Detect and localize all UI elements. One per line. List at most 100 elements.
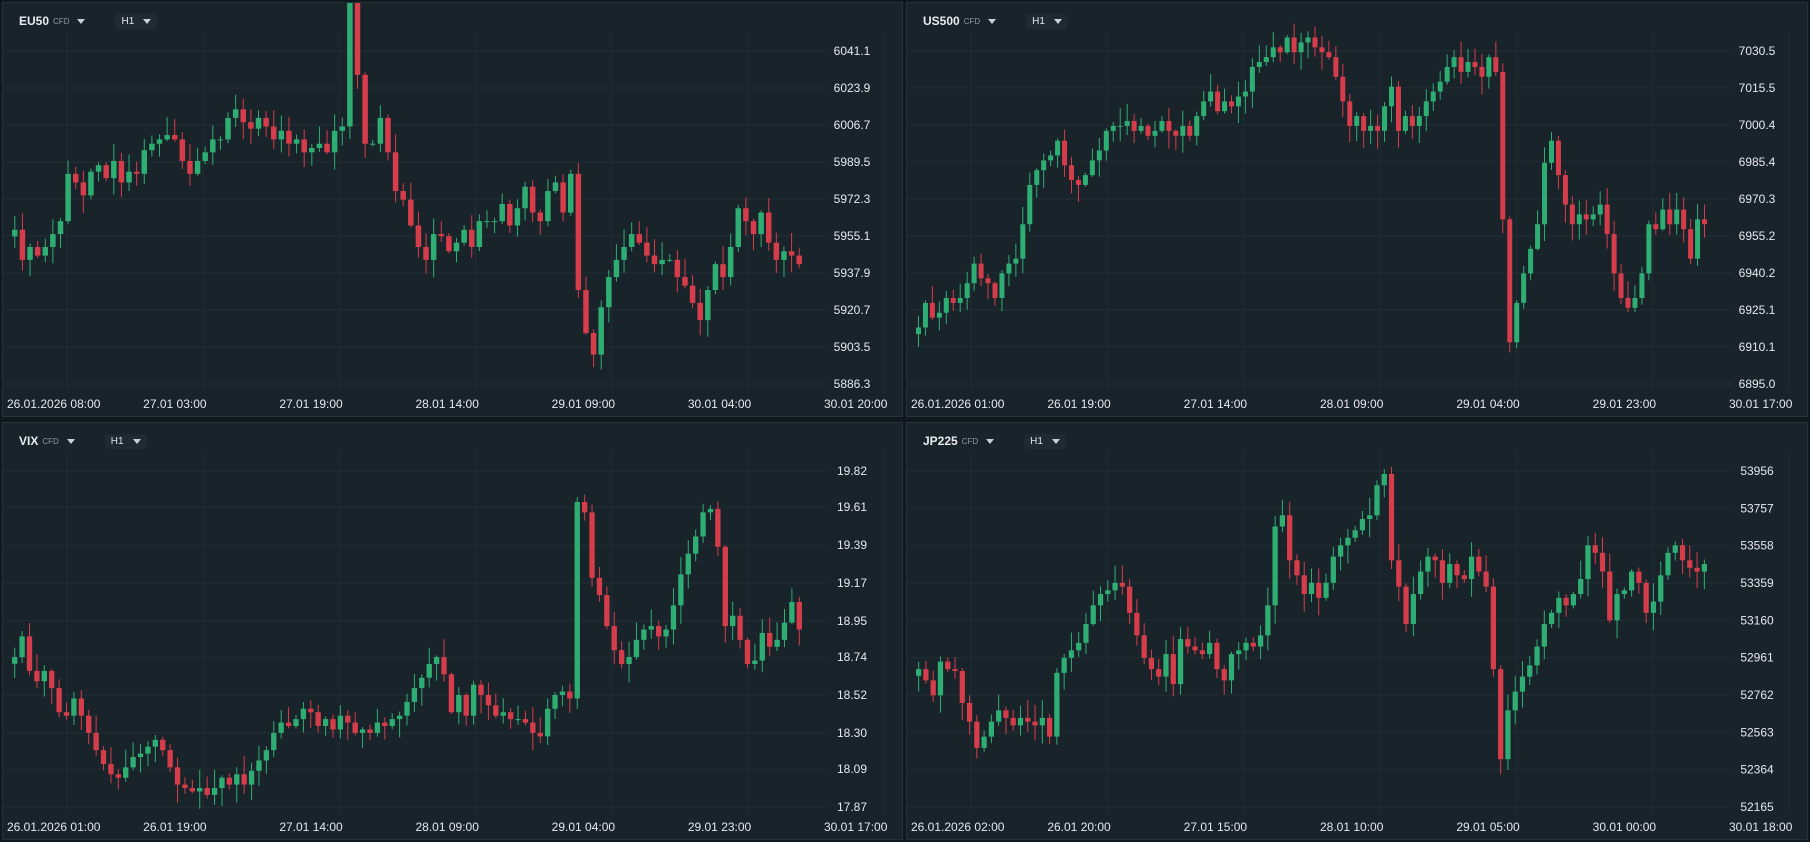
candle	[78, 690, 84, 730]
candle-body	[130, 757, 136, 768]
timeframe-selector[interactable]: H1	[115, 13, 158, 29]
symbol-dropdown-icon[interactable]	[986, 438, 995, 444]
symbol-dropdown-icon[interactable]	[77, 18, 86, 24]
candle-body	[1382, 106, 1388, 131]
candle	[1298, 32, 1304, 70]
candle	[922, 300, 928, 336]
candle-body	[1103, 130, 1109, 151]
candle	[446, 233, 452, 254]
candle-body	[1381, 474, 1387, 486]
symbol-label: US500	[923, 14, 960, 28]
y-tick-label: 19.17	[837, 576, 867, 590]
candle	[1375, 114, 1381, 149]
candlestick-chart[interactable]: 53956 53757 53558 53359 53160 52961 52762 52563…	[907, 423, 1808, 840]
candle	[1614, 588, 1620, 639]
candle	[115, 769, 121, 790]
candle-body	[1702, 219, 1708, 225]
candle-body	[641, 629, 647, 640]
candle-body	[1110, 125, 1116, 131]
candle	[923, 660, 929, 684]
candle-body	[730, 615, 736, 627]
candle	[1308, 568, 1315, 603]
candle-body	[78, 698, 84, 716]
candle	[697, 288, 703, 336]
chart-panel-vix[interactable]: 19.82 19.61 19.39 19.17 18.95 18.74 18.52 18.30…	[2, 422, 903, 840]
candle-body	[255, 117, 262, 129]
candle	[1583, 199, 1589, 235]
candle	[108, 747, 114, 784]
candle-body	[964, 283, 970, 298]
candle	[1075, 176, 1081, 203]
chart-panel-jp225[interactable]: 53956 53757 53558 53359 53160 52961 52762 52563…	[906, 422, 1808, 840]
candle	[1679, 538, 1686, 574]
candle	[65, 160, 71, 224]
x-tick-label: 29.01 23:00	[688, 820, 752, 834]
candle	[752, 643, 758, 670]
candle	[1089, 148, 1095, 177]
candle-body	[1201, 101, 1207, 117]
x-tick-label: 28.01 09:00	[416, 820, 480, 834]
candle	[1337, 537, 1344, 571]
candle-body	[1010, 717, 1016, 726]
y-tick-label: 19.61	[837, 500, 867, 514]
candle-body	[1082, 175, 1088, 185]
candlestick-chart[interactable]: 6041.1 6023.9 6006.7 5989.5 5972.3 5955.1 5937…	[3, 3, 903, 417]
timeframe-selector[interactable]: H1	[1024, 433, 1066, 449]
candle	[441, 639, 447, 682]
candle	[1423, 89, 1429, 132]
candle	[964, 271, 970, 310]
candlestick-chart[interactable]: 19.82 19.61 19.39 19.17 18.95 18.74 18.52 18.30…	[3, 423, 903, 840]
candle	[581, 494, 588, 521]
candle-body	[331, 130, 338, 153]
x-tick-label: 27.01 14:00	[279, 820, 343, 834]
y-tick-label: 52762	[1740, 688, 1774, 702]
symbol-dropdown-icon[interactable]	[66, 438, 75, 444]
candle-body	[1032, 721, 1038, 726]
candle-body	[34, 246, 41, 256]
candle-body	[278, 130, 285, 140]
candle-body	[1374, 485, 1380, 516]
candle-body	[1039, 717, 1045, 726]
x-tick-label: 28.01 14:00	[416, 397, 480, 411]
candle-body	[152, 739, 159, 747]
symbol-label: EU50	[19, 14, 50, 28]
candle	[1279, 499, 1286, 533]
candle-body	[270, 126, 277, 140]
y-tick-label: 6955.2	[1739, 229, 1776, 243]
candle	[156, 134, 163, 157]
candle	[438, 221, 445, 243]
timeframe-selector[interactable]: H1	[1026, 13, 1068, 29]
x-tick-label: 29.01 09:00	[552, 397, 616, 411]
candle-body	[1569, 204, 1575, 225]
candle-body	[670, 605, 677, 630]
timeframe-selector[interactable]: H1	[104, 433, 147, 449]
candle	[712, 261, 719, 295]
candle-body	[765, 212, 772, 243]
candle	[1590, 206, 1596, 227]
candle-body	[219, 777, 225, 789]
candle	[1032, 704, 1038, 741]
candle	[367, 724, 373, 741]
candle-body	[707, 508, 714, 513]
candle-body	[1199, 650, 1205, 655]
chart-panel-us500[interactable]: 7030.5 7015.5 7000.4 6985.4 6970.3 6955.2 6940…	[906, 2, 1808, 417]
candle-body	[1646, 224, 1652, 274]
candle	[1103, 128, 1109, 161]
instrument-type-badge: CFD	[53, 16, 70, 26]
symbol-dropdown-icon[interactable]	[988, 18, 997, 24]
candle	[1083, 613, 1089, 655]
candle	[1493, 41, 1499, 77]
candles	[12, 494, 802, 809]
candle	[1374, 480, 1380, 521]
candle	[1323, 573, 1329, 601]
candle	[1025, 699, 1031, 732]
candle-body	[392, 152, 399, 192]
candle	[1062, 129, 1068, 178]
symbol-label: JP225	[923, 434, 958, 448]
candlestick-chart[interactable]: 7030.5 7015.5 7000.4 6985.4 6970.3 6955.2 6940…	[907, 3, 1808, 417]
candle-body	[1694, 567, 1700, 572]
candle-body	[788, 251, 795, 256]
candle-body	[374, 722, 381, 733]
candle	[1653, 212, 1659, 235]
chart-panel-eu50[interactable]: 6041.1 6023.9 6006.7 5989.5 5972.3 5955.1 5937…	[2, 2, 903, 417]
